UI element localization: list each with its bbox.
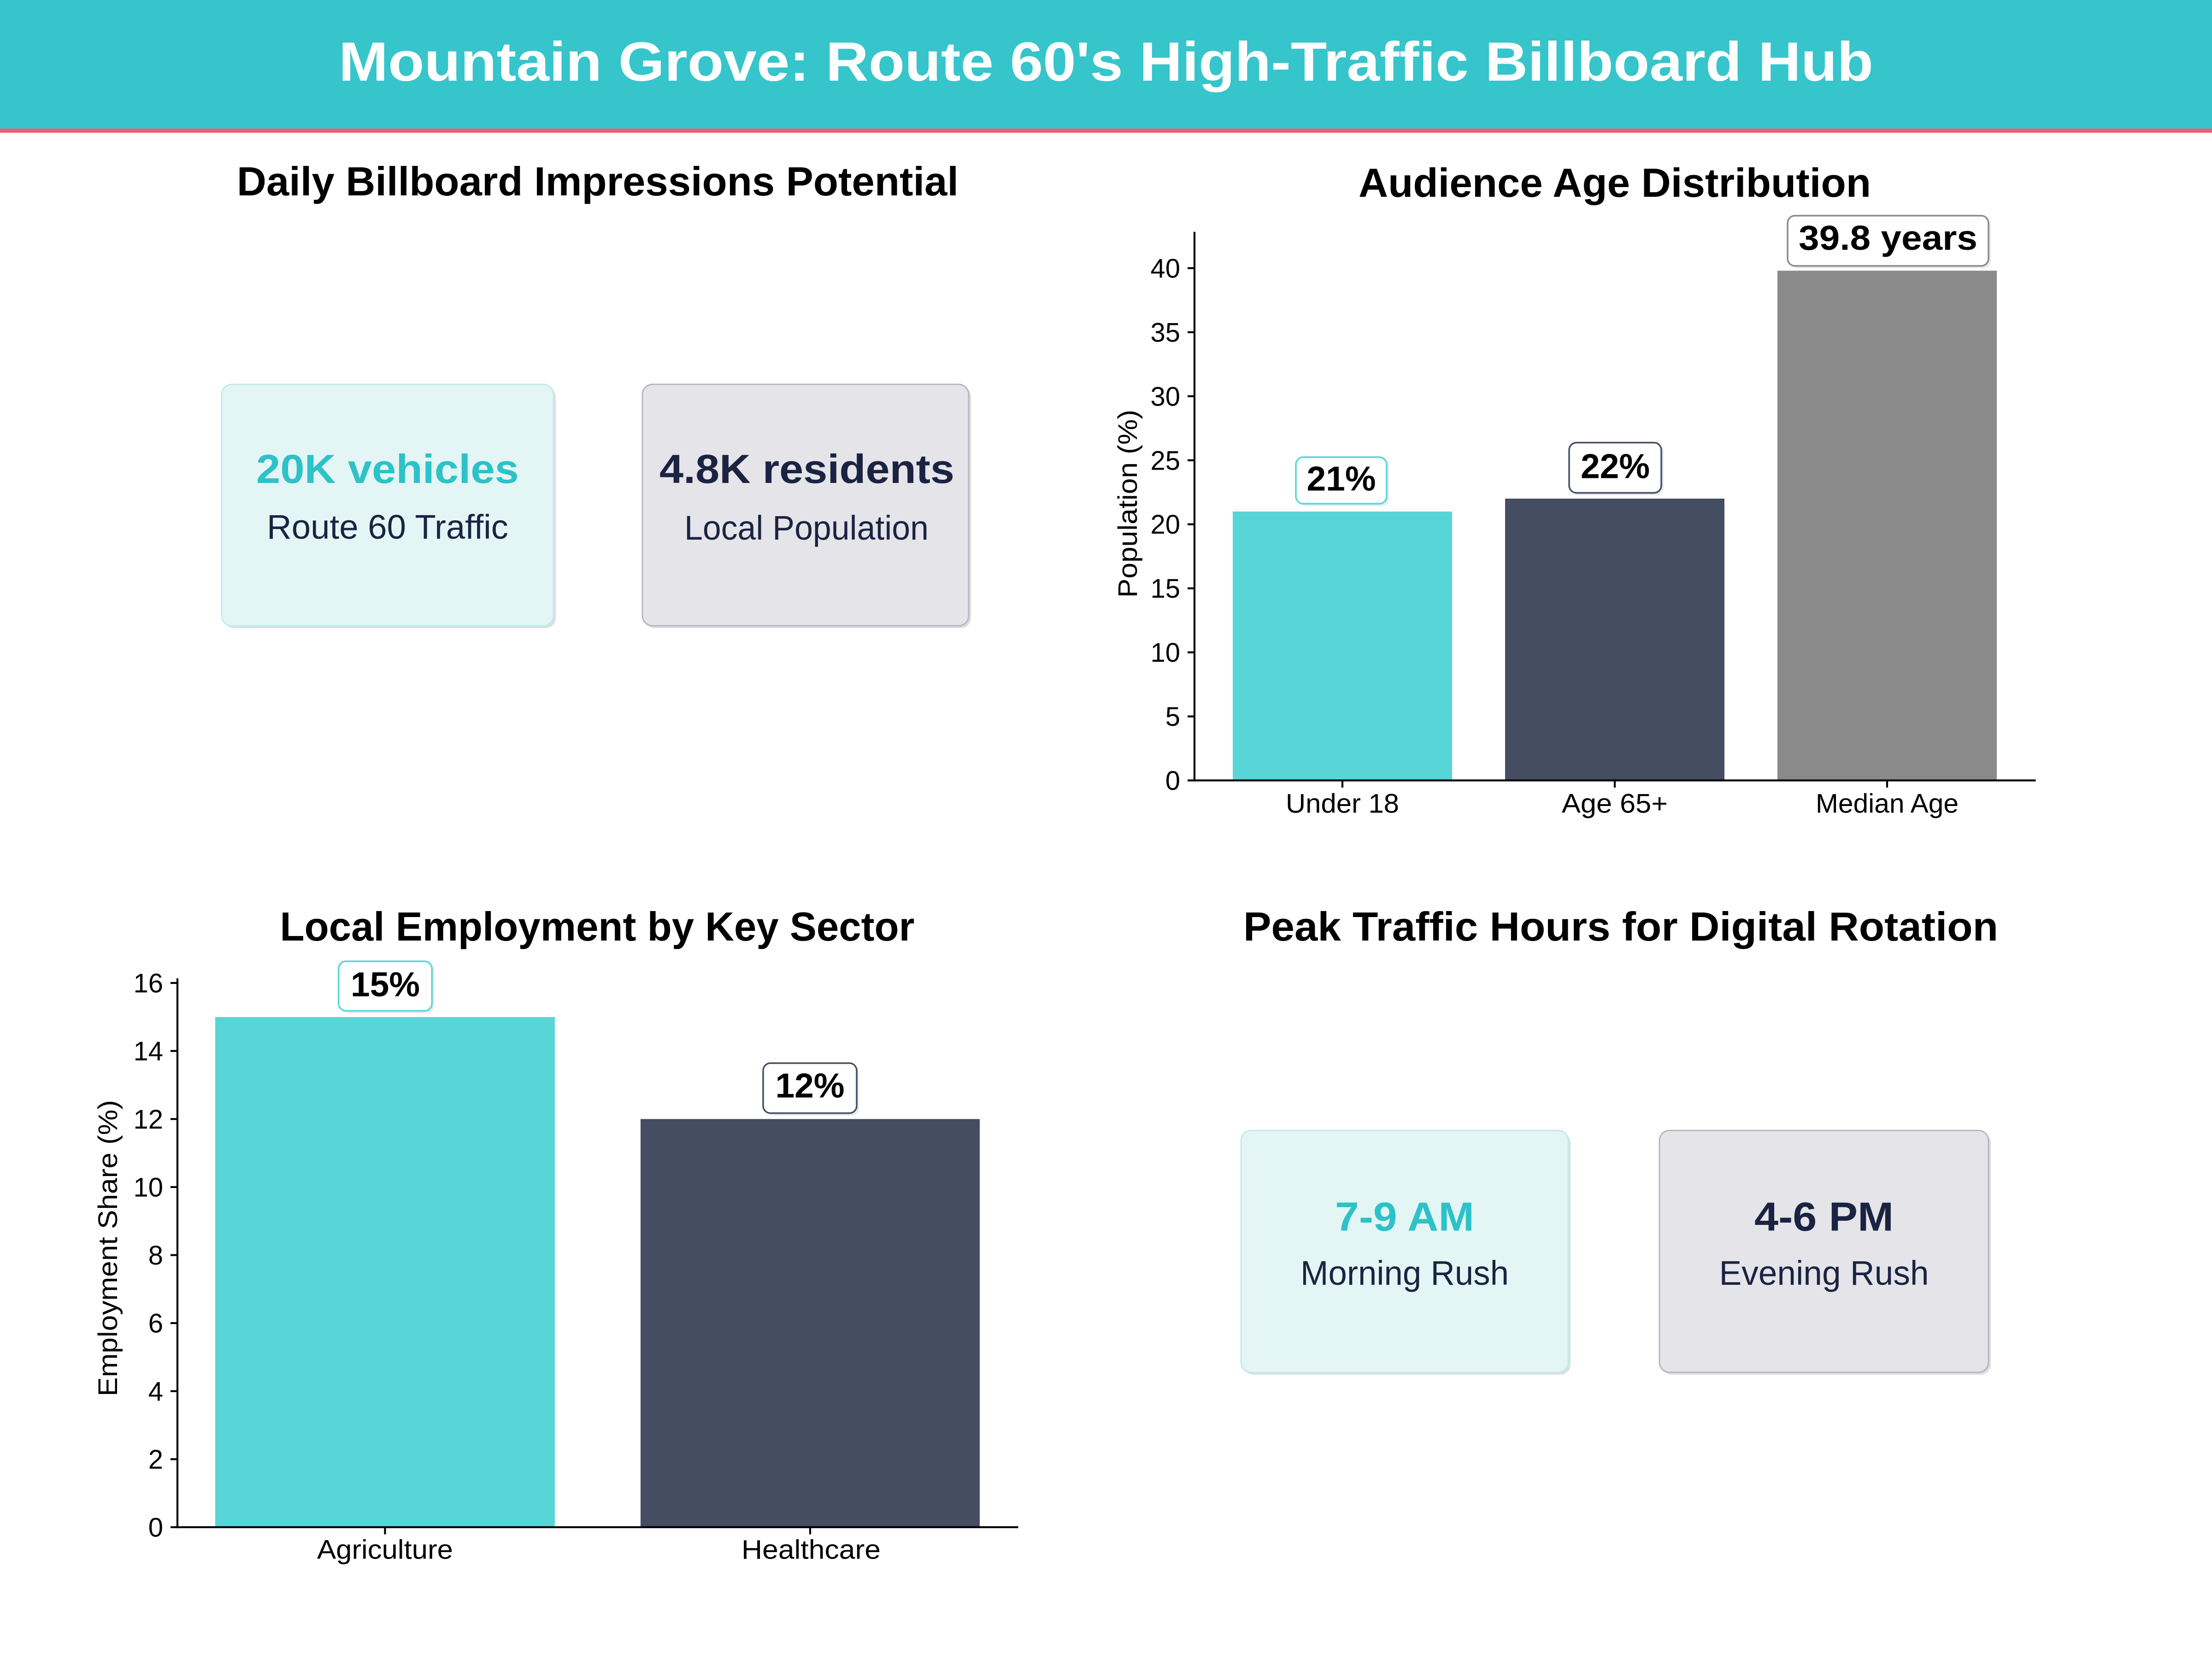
svg-text:Evening Rush: Evening Rush <box>1719 1254 1929 1292</box>
svg-text:22%: 22% <box>1581 447 1650 486</box>
svg-text:4: 4 <box>148 1377 163 1406</box>
svg-text:15: 15 <box>1150 574 1180 604</box>
svg-text:21%: 21% <box>1306 459 1376 498</box>
svg-text:16: 16 <box>133 969 163 999</box>
svg-text:39.8 years: 39.8 years <box>1799 218 1977 257</box>
svg-text:0: 0 <box>148 1513 163 1543</box>
svg-text:Route 60 Traffic: Route 60 Traffic <box>267 508 508 546</box>
svg-text:12: 12 <box>133 1105 163 1135</box>
svg-text:14: 14 <box>133 1036 163 1066</box>
svg-text:Peak Traffic Hours for Digital: Peak Traffic Hours for Digital Rotation <box>1243 904 1998 949</box>
svg-text:Healthcare: Healthcare <box>741 1535 881 1565</box>
svg-text:5: 5 <box>1165 702 1180 732</box>
svg-text:6: 6 <box>148 1309 163 1339</box>
svg-text:4.8K residents: 4.8K residents <box>659 446 954 492</box>
svg-text:Local Population: Local Population <box>684 509 929 547</box>
svg-text:7-9 AM: 7-9 AM <box>1335 1194 1474 1240</box>
svg-text:0: 0 <box>1165 766 1180 796</box>
svg-text:20: 20 <box>1150 510 1180 540</box>
svg-text:12%: 12% <box>775 1066 844 1105</box>
svg-text:Morning Rush: Morning Rush <box>1300 1254 1509 1292</box>
svg-text:30: 30 <box>1150 382 1180 412</box>
svg-text:Agriculture: Agriculture <box>317 1535 453 1565</box>
svg-text:40: 40 <box>1150 253 1180 283</box>
svg-text:4-6 PM: 4-6 PM <box>1754 1194 1894 1240</box>
svg-text:Under 18: Under 18 <box>1286 789 1399 819</box>
svg-text:20K vehicles: 20K vehicles <box>256 446 519 492</box>
svg-text:2: 2 <box>148 1445 163 1475</box>
svg-text:Age 65+: Age 65+ <box>1562 789 1668 819</box>
svg-text:Audience Age Distribution: Audience Age Distribution <box>1359 160 1871 206</box>
svg-text:35: 35 <box>1150 318 1180 347</box>
svg-text:15%: 15% <box>351 965 420 1004</box>
svg-text:Daily Billboard Impressions Po: Daily Billboard Impressions Potential <box>237 159 959 204</box>
svg-text:10: 10 <box>133 1172 163 1202</box>
svg-text:Mountain Grove: Route 60's Hig: Mountain Grove: Route 60's High-Traffic … <box>339 31 1873 93</box>
svg-text:Population (%): Population (%) <box>1113 410 1143 598</box>
svg-text:8: 8 <box>148 1241 163 1271</box>
svg-text:10: 10 <box>1150 638 1180 668</box>
svg-text:25: 25 <box>1150 446 1180 476</box>
svg-text:Local Employment by Key Sector: Local Employment by Key Sector <box>280 904 915 949</box>
svg-text:Employment Share (%): Employment Share (%) <box>93 1100 123 1396</box>
svg-text:Median Age: Median Age <box>1816 789 1959 819</box>
